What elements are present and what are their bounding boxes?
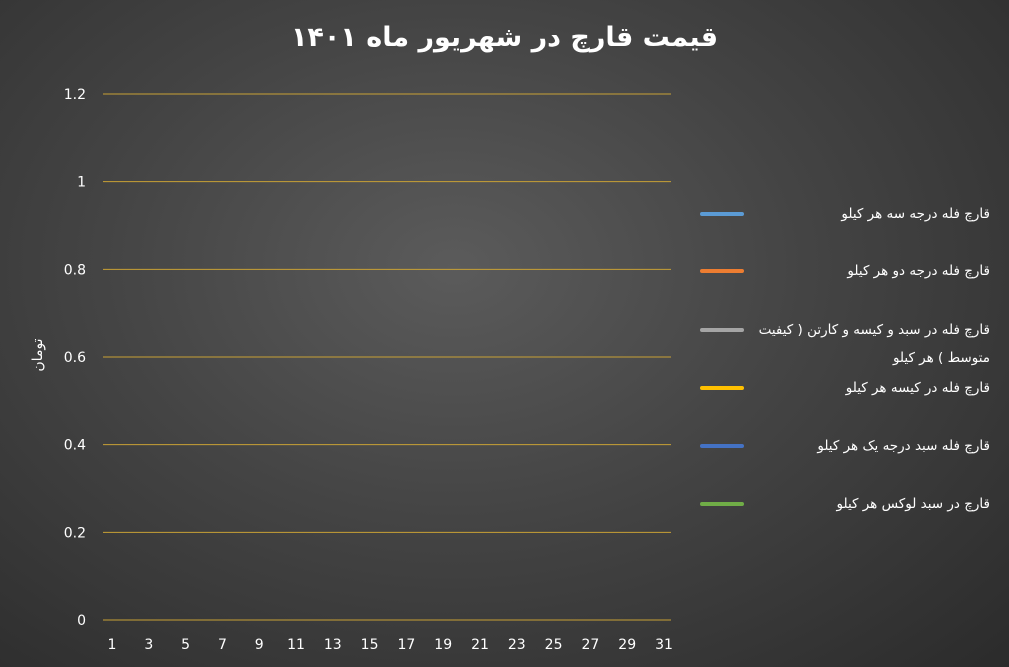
y-tick-label: 0.6: [64, 350, 86, 366]
x-tick-label: 25: [545, 637, 563, 653]
legend-entry: قارچ فله درجه سه هر کیلو: [700, 200, 995, 228]
legend-entry: قارچ در سبد لوکس هر کیلو: [700, 490, 995, 518]
legend-label: قارچ فله درجه دو هر کیلو: [847, 263, 990, 279]
y-tick-label: 0.2: [64, 525, 86, 541]
legend-label: قارچ در سبد لوکس هر کیلو: [836, 496, 991, 512]
x-tick-label: 27: [581, 637, 599, 653]
legend-swatch: [700, 444, 744, 448]
y-tick-label: 1: [77, 175, 86, 191]
chart-title: قیمت قارچ در شهریور ماه ۱۴۰۱: [290, 22, 719, 53]
x-tick-label: 15: [361, 637, 379, 653]
x-tick-label: 21: [471, 637, 489, 653]
x-tick-label: 7: [218, 637, 227, 653]
legend-label: قارچ فله سبد درجه یک هر کیلو: [817, 438, 990, 454]
x-tick-label: 29: [618, 637, 636, 653]
legend-swatch: [700, 328, 744, 332]
y-tick-label: 0.8: [64, 262, 86, 278]
x-tick-label: 9: [255, 637, 264, 653]
y-tick-label: 0: [77, 613, 86, 629]
x-tick-label: 31: [655, 637, 673, 653]
y-tick-label: 0.4: [64, 438, 86, 454]
legend-label: قارچ فله در سبد و کیسه و کارتن ( کیفیت م…: [758, 322, 990, 366]
legend-entry: قارچ فله در کیسه هر کیلو: [700, 374, 995, 402]
legend-swatch: [700, 386, 744, 390]
x-tick-label: 1: [108, 637, 117, 653]
legend-label: قارچ فله در کیسه هر کیلو: [845, 380, 990, 396]
x-tick-label: 19: [434, 637, 452, 653]
x-tick-label: 11: [287, 637, 305, 653]
y-tick-label: 1.2: [64, 87, 86, 103]
x-tick-label: 13: [324, 637, 342, 653]
legend-label: قارچ فله درجه سه هر کیلو: [841, 206, 990, 222]
legend-swatch: [700, 212, 744, 216]
x-tick-label: 5: [181, 637, 190, 653]
x-tick-label: 17: [397, 637, 415, 653]
legend-entry: قارچ فله درجه دو هر کیلو: [700, 257, 995, 285]
legend-swatch: [700, 269, 744, 273]
legend-swatch: [700, 502, 744, 506]
x-tick-label: 23: [508, 637, 526, 653]
legend-entry: قارچ فله سبد درجه یک هر کیلو: [700, 432, 995, 460]
x-tick-label: 3: [144, 637, 153, 653]
legend-entry: قارچ فله در سبد و کیسه و کارتن ( کیفیت م…: [700, 316, 995, 372]
